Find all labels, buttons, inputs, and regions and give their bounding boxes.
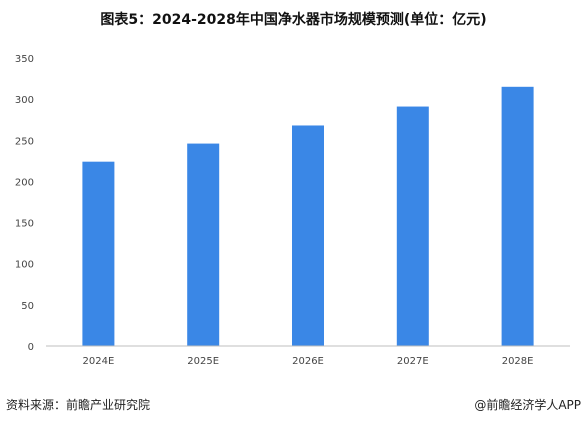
y-tick-label: 200 — [15, 177, 34, 188]
y-tick-label: 250 — [15, 136, 34, 147]
chart-title: 图表5：2024-2028年中国净水器市场规模预测(单位：亿元) — [100, 12, 487, 28]
footer: 资料来源：前瞻产业研究院 @前瞻经济学人APP — [6, 396, 581, 414]
y-tick-label: 350 — [15, 54, 34, 65]
y-tick-label: 150 — [15, 219, 34, 230]
y-tick-label: 100 — [15, 260, 34, 271]
x-axis-ticks: 2024E 2025E 2026E 2027E 2028E — [83, 356, 534, 367]
x-tick-label: 2024E — [83, 356, 115, 367]
bar-2027E — [396, 106, 429, 346]
bar-2025E — [187, 143, 220, 346]
y-tick-label: 0 — [28, 342, 34, 353]
bars — [82, 86, 534, 347]
x-tick-label: 2025E — [187, 356, 219, 367]
x-tick-label: 2026E — [292, 356, 324, 367]
brand-credit: @前瞻经济学人APP — [474, 398, 581, 412]
source-note: 资料来源：前瞻产业研究院 — [6, 398, 151, 412]
y-tick-label: 50 — [21, 301, 34, 312]
y-tick-label: 300 — [15, 95, 34, 106]
x-tick-label: 2027E — [397, 356, 429, 367]
bar-2028E — [501, 86, 534, 347]
bar-2026E — [292, 125, 324, 346]
bar-2024E — [82, 161, 115, 346]
y-axis-ticks: 0 50 100 150 200 250 300 350 — [15, 54, 34, 353]
x-tick-label: 2028E — [502, 356, 534, 367]
